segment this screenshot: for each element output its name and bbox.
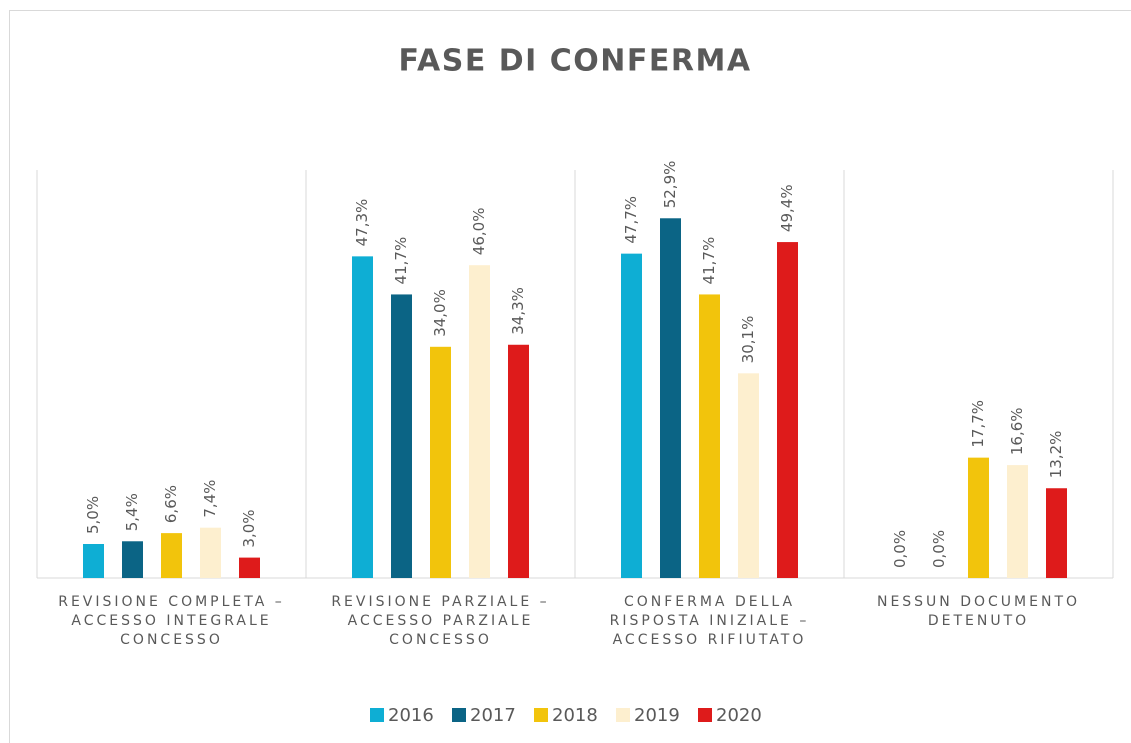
chart-border: [9, 10, 1131, 743]
legend-swatch: [616, 708, 630, 722]
legend-label: 2017: [470, 705, 516, 726]
bar: [508, 344, 529, 578]
x-tick-label: NESSUN DOCUMENTO DETENUTO: [876, 594, 1081, 629]
data-label: 30,1%: [739, 316, 757, 364]
bar: [430, 346, 451, 578]
x-tick-label: CONFERMA DELLA RISPOSTA INIZIALE – ACCES…: [609, 594, 810, 648]
data-label: 5,4%: [123, 493, 141, 531]
data-label: 0,0%: [891, 530, 909, 568]
bar: [738, 373, 759, 578]
data-label: 17,7%: [969, 400, 987, 448]
bar: [1046, 488, 1067, 578]
chart-title: FASE DI CONFERMA: [398, 44, 751, 79]
bar: [469, 265, 490, 578]
data-label: 34,3%: [509, 287, 527, 335]
legend-label: 2018: [552, 705, 598, 726]
data-label: 52,9%: [661, 161, 679, 209]
x-tick-label: REVISIONE PARZIALE – ACCESSO PARZIALE CO…: [331, 594, 550, 648]
data-label: 16,6%: [1008, 407, 1026, 455]
x-tick-label: REVISIONE COMPLETA – ACCESSO INTEGRALE C…: [58, 594, 285, 648]
legend-swatch: [370, 708, 384, 722]
bar: [352, 256, 373, 578]
data-label: 41,7%: [392, 237, 410, 285]
bar: [83, 544, 104, 578]
data-label: 3,0%: [240, 509, 258, 547]
bar: [122, 541, 143, 578]
bar: [699, 294, 720, 578]
data-label: 6,6%: [162, 485, 180, 523]
bar: [777, 242, 798, 578]
data-label: 0,0%: [930, 530, 948, 568]
data-label: 7,4%: [201, 480, 219, 518]
data-label: 13,2%: [1047, 431, 1065, 479]
legend-swatch: [534, 708, 548, 722]
legend-label: 2019: [634, 705, 680, 726]
bar: [200, 527, 221, 578]
bar: [660, 218, 681, 578]
bar: [968, 457, 989, 578]
data-label: 47,7%: [622, 196, 640, 244]
data-label: 34,0%: [431, 289, 449, 337]
data-label: 5,0%: [84, 496, 102, 534]
bar: [391, 294, 412, 578]
bar: [161, 533, 182, 578]
legend-label: 2020: [716, 705, 762, 726]
legend-swatch: [452, 708, 466, 722]
legend-swatch: [698, 708, 712, 722]
bar: [239, 557, 260, 578]
bar: [621, 253, 642, 578]
data-label: 46,0%: [470, 208, 488, 256]
data-label: 41,7%: [700, 237, 718, 285]
data-label: 49,4%: [778, 184, 796, 232]
legend-label: 2016: [388, 705, 434, 726]
data-label: 47,3%: [353, 199, 371, 247]
bar: [1007, 465, 1028, 578]
